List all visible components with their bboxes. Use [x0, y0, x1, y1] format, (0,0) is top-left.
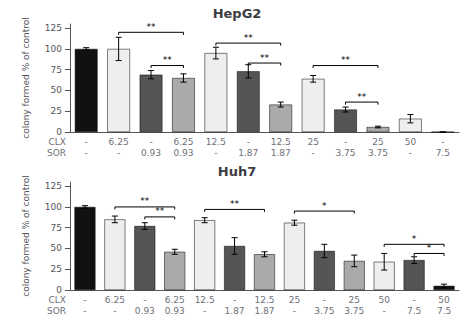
svg-text:0.93: 0.93 — [165, 306, 185, 316]
svg-text:25: 25 — [349, 295, 360, 305]
svg-text:25: 25 — [51, 106, 62, 116]
svg-text:12.5: 12.5 — [254, 295, 274, 305]
svg-text:colony formed % of control: colony formed % of control — [21, 175, 31, 297]
svg-text:**: ** — [244, 33, 254, 43]
svg-text:-: - — [83, 295, 86, 305]
svg-text:12.5: 12.5 — [271, 137, 291, 147]
svg-text:1.87: 1.87 — [271, 148, 291, 158]
svg-text:50: 50 — [51, 243, 63, 253]
svg-text:3.75: 3.75 — [336, 148, 356, 158]
svg-text:100: 100 — [45, 44, 62, 54]
svg-text:CLX: CLX — [49, 137, 66, 147]
svg-text:-: - — [293, 306, 296, 316]
svg-text:6.25: 6.25 — [105, 295, 125, 305]
svg-text:6.25: 6.25 — [165, 295, 185, 305]
svg-text:-: - — [344, 137, 347, 147]
svg-text:colony formed % of control: colony formed % of control — [21, 17, 31, 139]
svg-text:50: 50 — [378, 295, 390, 305]
svg-text:-: - — [383, 306, 386, 316]
svg-text:6.25: 6.25 — [173, 137, 193, 147]
svg-text:-: - — [85, 137, 88, 147]
svg-text:-: - — [117, 148, 120, 158]
svg-text:0.93: 0.93 — [173, 148, 193, 158]
svg-text:-: - — [412, 295, 415, 305]
svg-text:-: - — [83, 306, 86, 316]
svg-text:0.93: 0.93 — [135, 306, 155, 316]
svg-text:-: - — [113, 306, 116, 316]
svg-text:-: - — [312, 148, 315, 158]
svg-text:**: ** — [163, 55, 173, 65]
svg-text:6.25: 6.25 — [109, 137, 129, 147]
svg-text:-: - — [203, 306, 206, 316]
svg-text:25: 25 — [372, 137, 383, 147]
svg-text:**: ** — [260, 53, 270, 63]
svg-text:1.87: 1.87 — [238, 148, 258, 158]
svg-text:1.87: 1.87 — [254, 306, 274, 316]
svg-text:7.5: 7.5 — [436, 148, 450, 158]
svg-text:**: ** — [341, 55, 351, 65]
svg-text:HepG2: HepG2 — [213, 6, 262, 21]
svg-text:-: - — [233, 295, 236, 305]
svg-text:12.5: 12.5 — [206, 137, 226, 147]
svg-text:50: 50 — [51, 85, 63, 95]
svg-text:Huh7: Huh7 — [218, 164, 256, 179]
svg-text:SOR: SOR — [47, 148, 66, 158]
svg-text:7.5: 7.5 — [407, 306, 421, 316]
svg-text:1.87: 1.87 — [225, 306, 245, 316]
svg-text:50: 50 — [438, 295, 450, 305]
svg-text:25: 25 — [289, 295, 300, 305]
svg-text:75: 75 — [51, 223, 62, 233]
svg-text:12.5: 12.5 — [195, 295, 215, 305]
svg-text:-: - — [409, 148, 412, 158]
svg-text:50: 50 — [405, 137, 417, 147]
svg-text:*: * — [322, 201, 327, 211]
svg-text:*: * — [427, 243, 432, 253]
svg-text:-: - — [214, 148, 217, 158]
svg-text:75: 75 — [51, 65, 62, 75]
svg-text:3.75: 3.75 — [314, 306, 334, 316]
svg-text:-: - — [247, 137, 250, 147]
svg-text:**: ** — [357, 92, 367, 102]
svg-text:125: 125 — [45, 181, 62, 191]
svg-text:100: 100 — [45, 202, 62, 212]
svg-text:25: 25 — [51, 264, 62, 274]
svg-text:SOR: SOR — [47, 306, 66, 316]
svg-text:-: - — [323, 295, 326, 305]
svg-text:-: - — [143, 295, 146, 305]
svg-text:7.5: 7.5 — [437, 306, 451, 316]
svg-text:125: 125 — [45, 23, 62, 33]
svg-text:-: - — [85, 148, 88, 158]
svg-text:**: ** — [155, 206, 165, 216]
svg-text:0: 0 — [56, 285, 62, 295]
svg-text:-: - — [441, 137, 444, 147]
svg-text:**: ** — [230, 199, 240, 209]
svg-text:3.75: 3.75 — [344, 306, 364, 316]
svg-text:25: 25 — [307, 137, 318, 147]
svg-text:-: - — [149, 137, 152, 147]
svg-text:0: 0 — [56, 127, 62, 137]
svg-text:0.93: 0.93 — [141, 148, 161, 158]
svg-text:*: * — [412, 234, 417, 244]
svg-text:CLX: CLX — [49, 295, 66, 305]
svg-text:**: ** — [147, 22, 157, 32]
svg-text:3.75: 3.75 — [368, 148, 388, 158]
svg-text:**: ** — [140, 196, 150, 206]
